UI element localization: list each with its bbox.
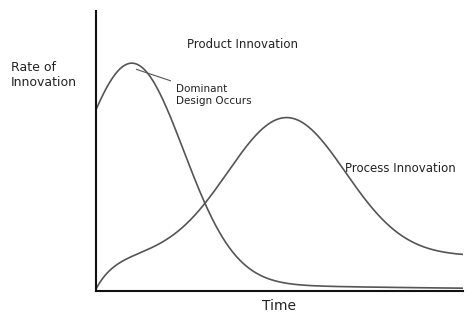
Y-axis label: Rate of
Innovation: Rate of Innovation (11, 62, 77, 89)
Text: Dominant
Design Occurs: Dominant Design Occurs (137, 69, 252, 106)
Text: Product Innovation: Product Innovation (187, 38, 298, 51)
Text: Process Innovation: Process Innovation (346, 162, 456, 175)
X-axis label: Time: Time (262, 299, 296, 313)
